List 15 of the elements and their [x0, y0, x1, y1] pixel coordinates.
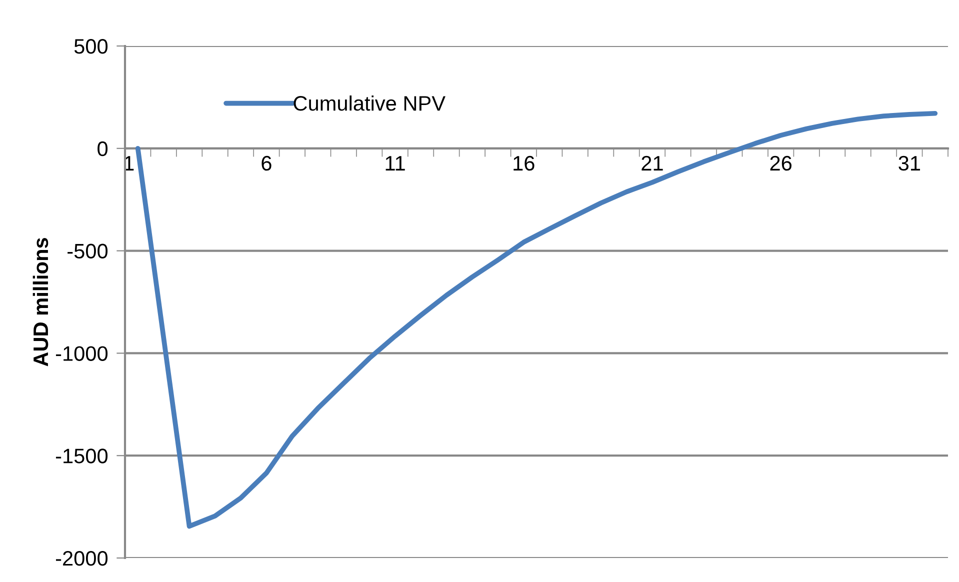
y-tick-label: -2000: [56, 551, 108, 566]
y-tick-label: -1500: [56, 448, 108, 464]
legend-label: Cumulative NPV: [294, 95, 446, 111]
y-tick-label: 500: [74, 39, 108, 54]
y-tick-label: -500: [68, 244, 108, 259]
y-tick-label: 0: [98, 141, 108, 156]
x-tick-label: 31: [898, 156, 920, 171]
x-tick-label: 26: [770, 156, 792, 171]
x-tick-label: 6: [262, 156, 272, 171]
x-tick-label: 11: [386, 156, 405, 170]
x-tick-label: 21: [642, 156, 663, 170]
y-axis-title: AUD millions: [32, 238, 48, 366]
x-tick-label: 16: [514, 156, 534, 171]
y-tick-label: -1000: [56, 346, 108, 361]
line-series: [135, 110, 938, 529]
